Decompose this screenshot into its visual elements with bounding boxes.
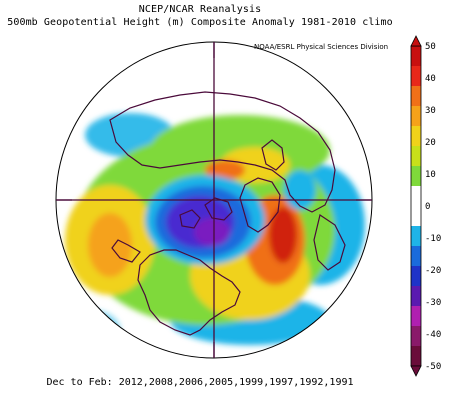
colorbar: 50 40 30 20 10 0 -10 -20 -30 -40 -50 <box>410 35 441 377</box>
footer-composite-years: Dec to Feb: 2012,2008,2006,2005,1999,199… <box>46 377 354 388</box>
colorbar-segment <box>411 326 421 347</box>
colorbar-segment <box>411 286 421 307</box>
colorbar-segment <box>411 146 421 167</box>
colorbar-tick-label: -20 <box>425 266 441 276</box>
colorbar-segment <box>411 126 421 147</box>
colorbar-segment <box>411 306 421 327</box>
colorbar-segment <box>411 86 421 107</box>
colorbar-tick-label: 0 <box>425 202 430 212</box>
colorbar-segment <box>411 166 421 187</box>
colorbar-tick-label: -40 <box>425 330 441 340</box>
colorbar-segment <box>411 226 421 247</box>
colorbar-tick-label: -50 <box>425 362 441 372</box>
colorbar-segment <box>411 346 421 367</box>
colorbar-segment <box>411 246 421 267</box>
anomaly-field <box>60 113 365 350</box>
title-line-2: 500mb Geopotential Height (m) Composite … <box>7 17 393 28</box>
polar-map <box>56 42 372 358</box>
colorbar-tick-label: 40 <box>425 74 436 84</box>
colorbar-top-arrow <box>410 35 422 47</box>
map-grid-outer <box>56 42 372 358</box>
colorbar-segment <box>411 106 421 127</box>
colorbar-segment <box>411 266 421 287</box>
colorbar-tick-label: 30 <box>425 106 436 116</box>
colorbar-segment <box>411 46 421 67</box>
colorbar-tick-label: 20 <box>425 138 436 148</box>
colorbar-segment <box>411 66 421 87</box>
title-line-1: NCEP/NCAR Reanalysis <box>138 4 262 15</box>
colorbar-tick-label: -30 <box>425 298 441 308</box>
map-grid <box>56 42 372 358</box>
colorbar-tick-label: 10 <box>425 170 436 180</box>
credit-label: NOAA/ESRL Physical Sciences Division <box>254 43 389 51</box>
colorbar-segment <box>411 206 421 227</box>
coastlines <box>109 91 346 336</box>
colorbar-tick-label: 50 <box>425 42 436 52</box>
colorbar-bottom-arrow <box>410 365 422 377</box>
colorbar-tick-label: -10 <box>425 234 441 244</box>
colorbar-segment <box>411 186 421 207</box>
